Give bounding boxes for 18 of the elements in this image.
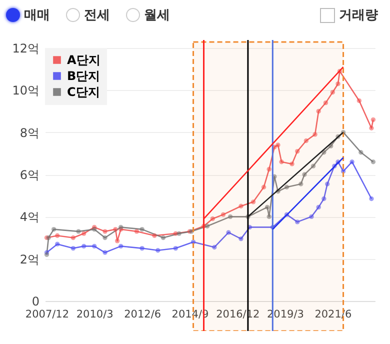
x-tick-label: 2012/6: [124, 308, 162, 320]
legend-label: B단지: [67, 69, 100, 83]
text: 매매: [24, 7, 50, 24]
y-tick-label: 12억: [12, 42, 40, 56]
y-tick-label: 0: [32, 294, 40, 308]
x-tick-label: 2010/3: [76, 308, 114, 320]
x-tick-label: 2021/6: [314, 308, 352, 320]
y-tick-label: 8억: [20, 126, 40, 140]
y-tick-label: 2억: [20, 252, 40, 266]
legend-label: C단지: [67, 85, 100, 99]
x-tick-label: 2007/12: [25, 308, 70, 320]
text: 전세: [84, 7, 110, 24]
y-tick-label: 6억: [20, 168, 40, 182]
y-tick-label: 4억: [20, 210, 40, 224]
legend-label: A단지: [67, 53, 100, 67]
text: 월세: [144, 7, 170, 24]
y-tick-label: 10억: [12, 84, 40, 98]
text: 거래량: [339, 7, 378, 24]
